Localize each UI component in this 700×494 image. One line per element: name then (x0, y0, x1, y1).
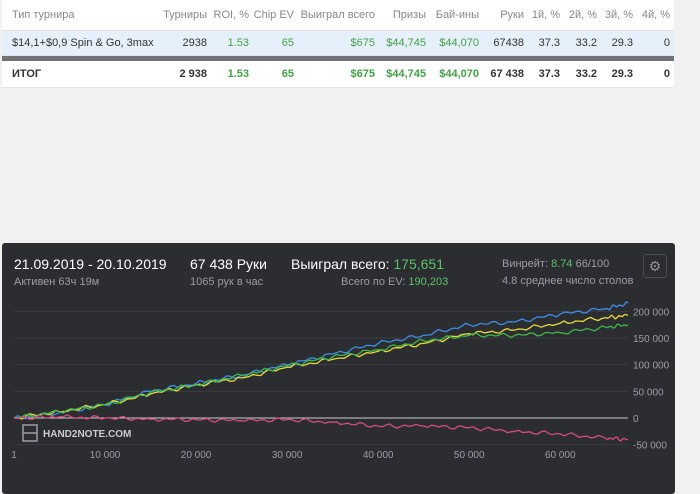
ev-value: 190,203 (408, 276, 449, 288)
y-tick-label: 50 000 (633, 387, 664, 398)
cell-4th: 0 (663, 37, 670, 49)
x-tick-label: 40 000 (363, 450, 394, 461)
col-header-prizes[interactable]: Призы (392, 9, 426, 21)
cell-prizes: $44,745 (386, 37, 426, 49)
total-won: $675 (350, 68, 375, 80)
table-header: Тип турнира Турниры ROI, % Chip EV Выигр… (2, 0, 674, 31)
y-tick-label: 100 000 (633, 361, 670, 372)
x-tick-label: 1 (11, 450, 17, 461)
col-header-tournaments[interactable]: Турниры (163, 9, 207, 21)
total-hands: 67 438 (490, 68, 524, 80)
hands-per-hour: 1065 рук в час (190, 276, 264, 288)
total-1st: 37.3 (538, 68, 560, 80)
col-header-3rd[interactable]: 3й, % (604, 9, 633, 21)
cell-1st: 37.3 (538, 37, 560, 49)
hand2note-logo: HAND2NOTE.COM (22, 424, 131, 442)
y-tick-label: 200 000 (633, 307, 670, 318)
col-header-type[interactable]: Тип турнира (12, 9, 75, 21)
won-total: Выиграл всего: 175,651 (291, 256, 444, 272)
col-header-1st[interactable]: 1й, % (531, 9, 560, 21)
cell-3rd: 29.3 (611, 37, 633, 49)
cell-roi: 1.53 (227, 37, 249, 49)
x-tick-label: 60 000 (545, 450, 576, 461)
total-buyins: $44,070 (439, 68, 479, 80)
x-tick-label: 50 000 (454, 450, 485, 461)
series-line-3 (13, 414, 629, 442)
col-header-2nd[interactable]: 2й, % (568, 9, 597, 21)
col-header-roi[interactable]: ROI, % (213, 9, 249, 21)
col-header-buyins[interactable]: Бай-ины (435, 9, 479, 21)
cell-type: $14,1+$0,9 Spin & Go, 3max (12, 37, 154, 49)
table-row[interactable]: $14,1+$0,9 Spin & Go, 3max 2938 1.53 65 … (2, 31, 674, 56)
winrate-suffix: 66/100 (575, 258, 610, 270)
cell-won-total: $675 (350, 37, 375, 49)
winrate-value: 8.74 (551, 258, 573, 270)
y-tick-label: -50 000 (633, 441, 667, 452)
stats-panel: 21.09.2019 - 20.10.2019 Активен 63ч 19м … (2, 243, 675, 494)
total-4th: 0 (663, 68, 670, 80)
cell-buyins: $44,070 (439, 37, 479, 49)
logo-text: HAND2NOTE.COM (43, 429, 131, 440)
winrate: Винрейт: 8.74 66/100 (502, 258, 609, 270)
ev-label: Всего по EV: (341, 276, 406, 288)
date-range: 21.09.2019 - 20.10.2019 (14, 256, 167, 272)
profit-chart: 200 000 150 000 100 000 50 000 0 -50 000 1 10 0… (11, 300, 670, 461)
col-header-hands[interactable]: Руки (500, 9, 524, 21)
series-line-2 (14, 323, 629, 419)
y-tick-label: 150 000 (633, 334, 670, 345)
total-prizes: $44,745 (386, 68, 426, 80)
total-3rd: 29.3 (611, 68, 633, 80)
series-line-1 (13, 313, 629, 420)
col-header-won-total[interactable]: Выиграл всего (300, 9, 375, 21)
hands-count: 67 438 Руки (190, 256, 267, 272)
x-tick-label: 20 000 (181, 450, 212, 461)
total-chip-ev: 65 (281, 68, 294, 80)
total-tournaments: 2 938 (179, 68, 207, 80)
cell-chip-ev: 65 (281, 37, 294, 49)
won-value: 175,651 (393, 256, 444, 272)
series-line-0 (13, 300, 629, 420)
ev-total: Всего по EV: 190,203 (341, 276, 448, 288)
total-2nd: 33.2 (575, 68, 597, 80)
winrate-label: Винрейт: (502, 258, 549, 270)
col-header-4th[interactable]: 4й, % (641, 9, 670, 21)
x-tick-label: 10 000 (90, 450, 121, 461)
table-total-row: ИТОГ 2 938 1.53 65 $675 $44,745 $44,070 … (2, 61, 674, 88)
tournament-table: Тип турнира Турниры ROI, % Chip EV Выигр… (2, 0, 674, 88)
total-label: ИТОГ (12, 68, 42, 80)
active-time: Активен 63ч 19м (14, 276, 100, 288)
cell-2nd: 33.2 (575, 37, 597, 49)
tables-average: 4.8 среднее число столов (502, 275, 634, 287)
y-tick-label: 0 (633, 414, 639, 425)
cell-tournaments: 2938 (182, 37, 207, 49)
gear-icon[interactable]: ⚙ (643, 254, 667, 278)
x-tick-label: 30 000 (272, 450, 303, 461)
table-scrollbar[interactable] (2, 56, 674, 61)
col-header-chip-ev[interactable]: Chip EV (253, 9, 294, 21)
total-roi: 1.53 (227, 68, 249, 80)
cell-hands: 67438 (493, 37, 524, 49)
won-label: Выиграл всего: (291, 256, 390, 272)
